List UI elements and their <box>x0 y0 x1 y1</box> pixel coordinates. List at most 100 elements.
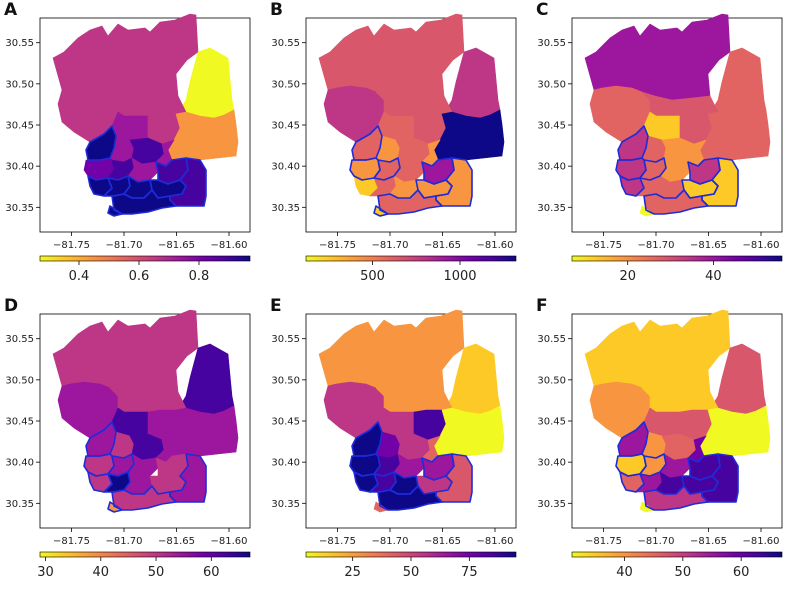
panel-d: D 30.55 30.50 30.45 30.40 30.35 −81.75 −81.70 −… <box>0 296 266 591</box>
x-tick-label: −81.75 <box>585 240 622 251</box>
y-tick-label: 30.55 <box>5 334 34 345</box>
colorbar <box>305 551 517 558</box>
y-tick-label: 30.35 <box>271 203 300 214</box>
x-tick-label: −81.60 <box>210 240 247 251</box>
region-outline <box>639 157 667 181</box>
y-tick-label: 30.45 <box>537 121 566 132</box>
region-outline <box>373 157 401 181</box>
region-outline <box>643 189 709 215</box>
x-tick-label: −81.60 <box>476 240 513 251</box>
x-tick-label: −81.70 <box>637 240 674 251</box>
panel-a: A 30.55 30.50 30.45 30.40 30.35 −81.75 −81.70 −… <box>0 0 266 295</box>
panel-letter: A <box>4 0 18 20</box>
colorbar-tick-label: 40 <box>93 565 110 580</box>
panel-letter: D <box>4 296 19 316</box>
colorbar-tick-label: 1000 <box>443 269 476 284</box>
x-tick-label: −81.65 <box>158 240 195 251</box>
x-tick-label: −81.65 <box>690 240 727 251</box>
region-east <box>167 109 239 161</box>
colorbar-tick-label: 30 <box>37 565 54 580</box>
x-tick-label: −81.70 <box>371 536 408 547</box>
x-tick-label: −81.70 <box>637 536 674 547</box>
region-outline <box>435 157 473 207</box>
panel-b-chart: 30.55 30.50 30.45 30.40 30.35 −81.75 −81.70 −81… <box>271 13 517 284</box>
region-outline <box>617 421 649 457</box>
x-tick-label: −81.75 <box>319 536 356 547</box>
region-outline <box>351 421 383 457</box>
x-tick-label: −81.70 <box>105 240 142 251</box>
colorbar-tick-label: 40 <box>616 565 633 580</box>
region-ce1 <box>643 111 681 141</box>
y-tick-label: 30.40 <box>537 458 566 469</box>
region-ce1 <box>377 407 415 437</box>
region-outline <box>85 421 117 457</box>
region-east <box>699 109 771 161</box>
x-tick-label: −81.65 <box>158 536 195 547</box>
x-tick-label: −81.60 <box>210 536 247 547</box>
panel-d-chart: 30.55 30.50 30.45 30.40 30.35 −81.75 −81.70 −81… <box>5 309 251 580</box>
colorbar-tick-label: 0.8 <box>189 269 210 284</box>
panel-letter: E <box>270 296 282 316</box>
panel-e: E 30.55 30.50 30.45 30.40 30.35 −81.75 −81.70 −… <box>266 296 532 591</box>
x-tick-label: −81.70 <box>105 536 142 547</box>
panel-letter: F <box>536 296 548 316</box>
region-outline <box>435 453 473 503</box>
x-tick-label: −81.75 <box>53 240 90 251</box>
colorbar-tick-label: 75 <box>461 565 478 580</box>
region-ce1 <box>377 111 415 141</box>
region-outline <box>111 485 177 511</box>
x-tick-label: −81.70 <box>371 240 408 251</box>
region-outline <box>643 485 709 511</box>
region-east <box>167 405 239 457</box>
region-east <box>433 405 505 457</box>
region-east <box>433 109 505 161</box>
region-outline <box>421 453 455 481</box>
panel-e-chart: 30.55 30.50 30.45 30.40 30.35 −81.75 −81.70 −81… <box>271 309 517 580</box>
region-outline <box>377 485 443 511</box>
x-tick-label: −81.60 <box>742 536 779 547</box>
region-outline <box>701 157 739 207</box>
y-tick-label: 30.50 <box>5 79 34 90</box>
region-ce1 <box>111 407 149 437</box>
y-tick-label: 30.45 <box>271 121 300 132</box>
y-tick-label: 30.40 <box>271 458 300 469</box>
y-tick-label: 30.55 <box>271 38 300 49</box>
panel-letter: B <box>270 0 283 20</box>
y-tick-label: 30.50 <box>537 79 566 90</box>
colorbar-tick-label: 0.4 <box>69 269 90 284</box>
colorbar-tick-label: 25 <box>344 565 361 580</box>
x-tick-label: −81.65 <box>424 536 461 547</box>
y-tick-label: 30.35 <box>537 499 566 510</box>
y-tick-label: 30.55 <box>271 334 300 345</box>
y-tick-label: 30.55 <box>5 38 34 49</box>
region-outline <box>155 157 189 185</box>
colorbar-tick-label: 0.6 <box>129 269 150 284</box>
region-outline <box>349 453 381 477</box>
region-outline <box>373 205 389 217</box>
y-tick-label: 30.45 <box>271 417 300 428</box>
colorbar-tick-label: 60 <box>733 565 750 580</box>
region-ce1 <box>643 407 681 437</box>
x-tick-label: −81.65 <box>690 536 727 547</box>
region-outline <box>639 453 667 477</box>
panel-letter: C <box>536 0 549 20</box>
panel-b: B 30.55 30.50 30.45 30.40 30.35 −81.75 −81.70 −… <box>266 0 532 295</box>
y-tick-label: 30.45 <box>5 417 34 428</box>
y-tick-label: 30.45 <box>537 417 566 428</box>
y-tick-label: 30.40 <box>5 162 34 173</box>
region-outline <box>617 125 649 161</box>
panel-c: C 30.55 30.50 30.45 30.40 30.35 −81.75 −81.70 −… <box>532 0 798 295</box>
y-tick-label: 30.40 <box>537 162 566 173</box>
region-outline <box>619 471 645 493</box>
colorbar <box>39 551 251 558</box>
y-tick-label: 30.40 <box>5 458 34 469</box>
region-outline <box>351 125 383 161</box>
y-tick-label: 30.50 <box>5 375 34 386</box>
panel-a-chart: 30.55 30.50 30.45 30.40 30.35 −81.75 −81.70 −81… <box>5 13 251 284</box>
panel-c-chart: 30.55 30.50 30.45 30.40 30.35 −81.75 −81.70 −81… <box>537 13 783 284</box>
y-tick-label: 30.35 <box>5 203 34 214</box>
colorbar-tick-label: 50 <box>675 565 692 580</box>
x-tick-label: −81.60 <box>476 536 513 547</box>
panel-f: F 30.55 30.50 30.45 30.40 30.35 −81.75 −81.70 −… <box>532 296 798 591</box>
x-tick-label: −81.75 <box>585 536 622 547</box>
